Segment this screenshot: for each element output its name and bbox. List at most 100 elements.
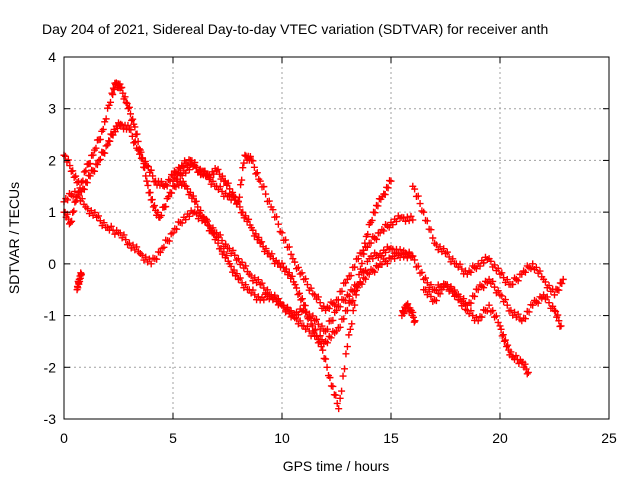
data-point bbox=[329, 316, 337, 324]
data-point bbox=[427, 281, 435, 289]
data-point bbox=[364, 230, 372, 238]
data-point bbox=[192, 197, 200, 205]
data-point bbox=[335, 405, 343, 413]
data-point bbox=[87, 207, 95, 215]
data-point bbox=[120, 231, 128, 239]
data-point bbox=[252, 170, 260, 178]
data-point bbox=[239, 208, 247, 216]
data-point bbox=[345, 292, 353, 300]
data-point bbox=[196, 165, 204, 173]
data-point bbox=[193, 210, 201, 218]
data-point bbox=[503, 301, 511, 309]
data-point bbox=[218, 237, 226, 245]
data-point bbox=[422, 286, 430, 294]
data-point bbox=[157, 211, 165, 219]
data-point bbox=[489, 277, 497, 285]
data-point bbox=[70, 173, 78, 181]
data-point bbox=[216, 231, 224, 239]
data-point bbox=[342, 350, 350, 358]
data-point bbox=[349, 307, 357, 315]
data-point bbox=[204, 217, 212, 225]
data-point bbox=[291, 258, 299, 266]
data-point bbox=[245, 215, 253, 223]
data-point bbox=[107, 222, 115, 230]
data-point bbox=[224, 179, 232, 187]
data-point bbox=[70, 207, 78, 215]
data-point bbox=[529, 260, 537, 268]
data-point bbox=[119, 89, 127, 97]
data-point bbox=[551, 306, 558, 314]
data-point bbox=[514, 277, 522, 285]
data-point bbox=[374, 253, 382, 261]
data-point bbox=[554, 311, 562, 319]
data-point bbox=[249, 226, 257, 234]
data-point bbox=[467, 299, 475, 307]
data-point bbox=[142, 172, 150, 180]
data-point bbox=[416, 200, 424, 208]
data-point bbox=[411, 185, 419, 193]
data-point bbox=[117, 120, 125, 128]
data-point bbox=[342, 297, 350, 305]
data-point bbox=[540, 291, 548, 299]
data-point bbox=[339, 372, 347, 380]
data-point bbox=[285, 269, 293, 277]
data-point bbox=[246, 152, 254, 160]
data-point bbox=[182, 216, 190, 224]
data-point bbox=[511, 308, 519, 316]
data-point bbox=[447, 284, 455, 292]
data-point bbox=[260, 183, 268, 191]
data-point bbox=[422, 274, 430, 282]
y-axis-label: SDTVAR / TECUs bbox=[6, 182, 22, 294]
data-point bbox=[104, 141, 112, 149]
data-point bbox=[536, 267, 544, 275]
data-point bbox=[494, 287, 502, 295]
data-point bbox=[456, 296, 464, 304]
data-point bbox=[185, 212, 193, 220]
data-point bbox=[218, 187, 226, 195]
data-point bbox=[474, 286, 482, 294]
data-point bbox=[237, 181, 245, 189]
data-point bbox=[559, 275, 567, 283]
data-point bbox=[372, 235, 380, 243]
data-point bbox=[371, 209, 379, 217]
data-point bbox=[95, 156, 103, 164]
data-point bbox=[229, 246, 237, 254]
data-point bbox=[125, 103, 133, 111]
data-point bbox=[162, 181, 170, 189]
data-point bbox=[138, 154, 146, 162]
data-point bbox=[429, 234, 437, 242]
y-tick-label: 1 bbox=[48, 204, 56, 220]
data-point bbox=[233, 270, 241, 278]
data-point bbox=[545, 299, 553, 307]
data-point bbox=[143, 162, 151, 170]
data-point bbox=[148, 196, 156, 204]
data-point bbox=[498, 269, 506, 277]
data-point bbox=[351, 301, 359, 309]
data-point bbox=[160, 243, 168, 251]
data-point bbox=[89, 151, 97, 159]
y-tick-label: 4 bbox=[48, 49, 56, 65]
data-point bbox=[156, 248, 164, 256]
data-point bbox=[521, 268, 529, 276]
data-point bbox=[351, 263, 359, 271]
data-point bbox=[67, 218, 75, 226]
data-point bbox=[333, 399, 341, 407]
y-tick-label: -1 bbox=[44, 308, 57, 324]
data-point bbox=[307, 284, 315, 292]
data-point bbox=[127, 126, 135, 134]
data-point bbox=[314, 339, 322, 347]
data-point bbox=[317, 343, 325, 351]
data-point bbox=[443, 248, 451, 256]
data-point bbox=[249, 286, 257, 294]
data-point bbox=[204, 171, 212, 179]
data-point bbox=[126, 110, 134, 118]
data-point bbox=[302, 308, 310, 316]
data-point bbox=[309, 312, 317, 320]
data-point bbox=[360, 250, 368, 258]
data-point bbox=[297, 296, 305, 304]
data-point bbox=[382, 248, 390, 256]
data-point bbox=[150, 202, 158, 210]
data-point bbox=[129, 241, 137, 249]
data-point bbox=[396, 246, 404, 254]
data-point bbox=[96, 217, 104, 225]
